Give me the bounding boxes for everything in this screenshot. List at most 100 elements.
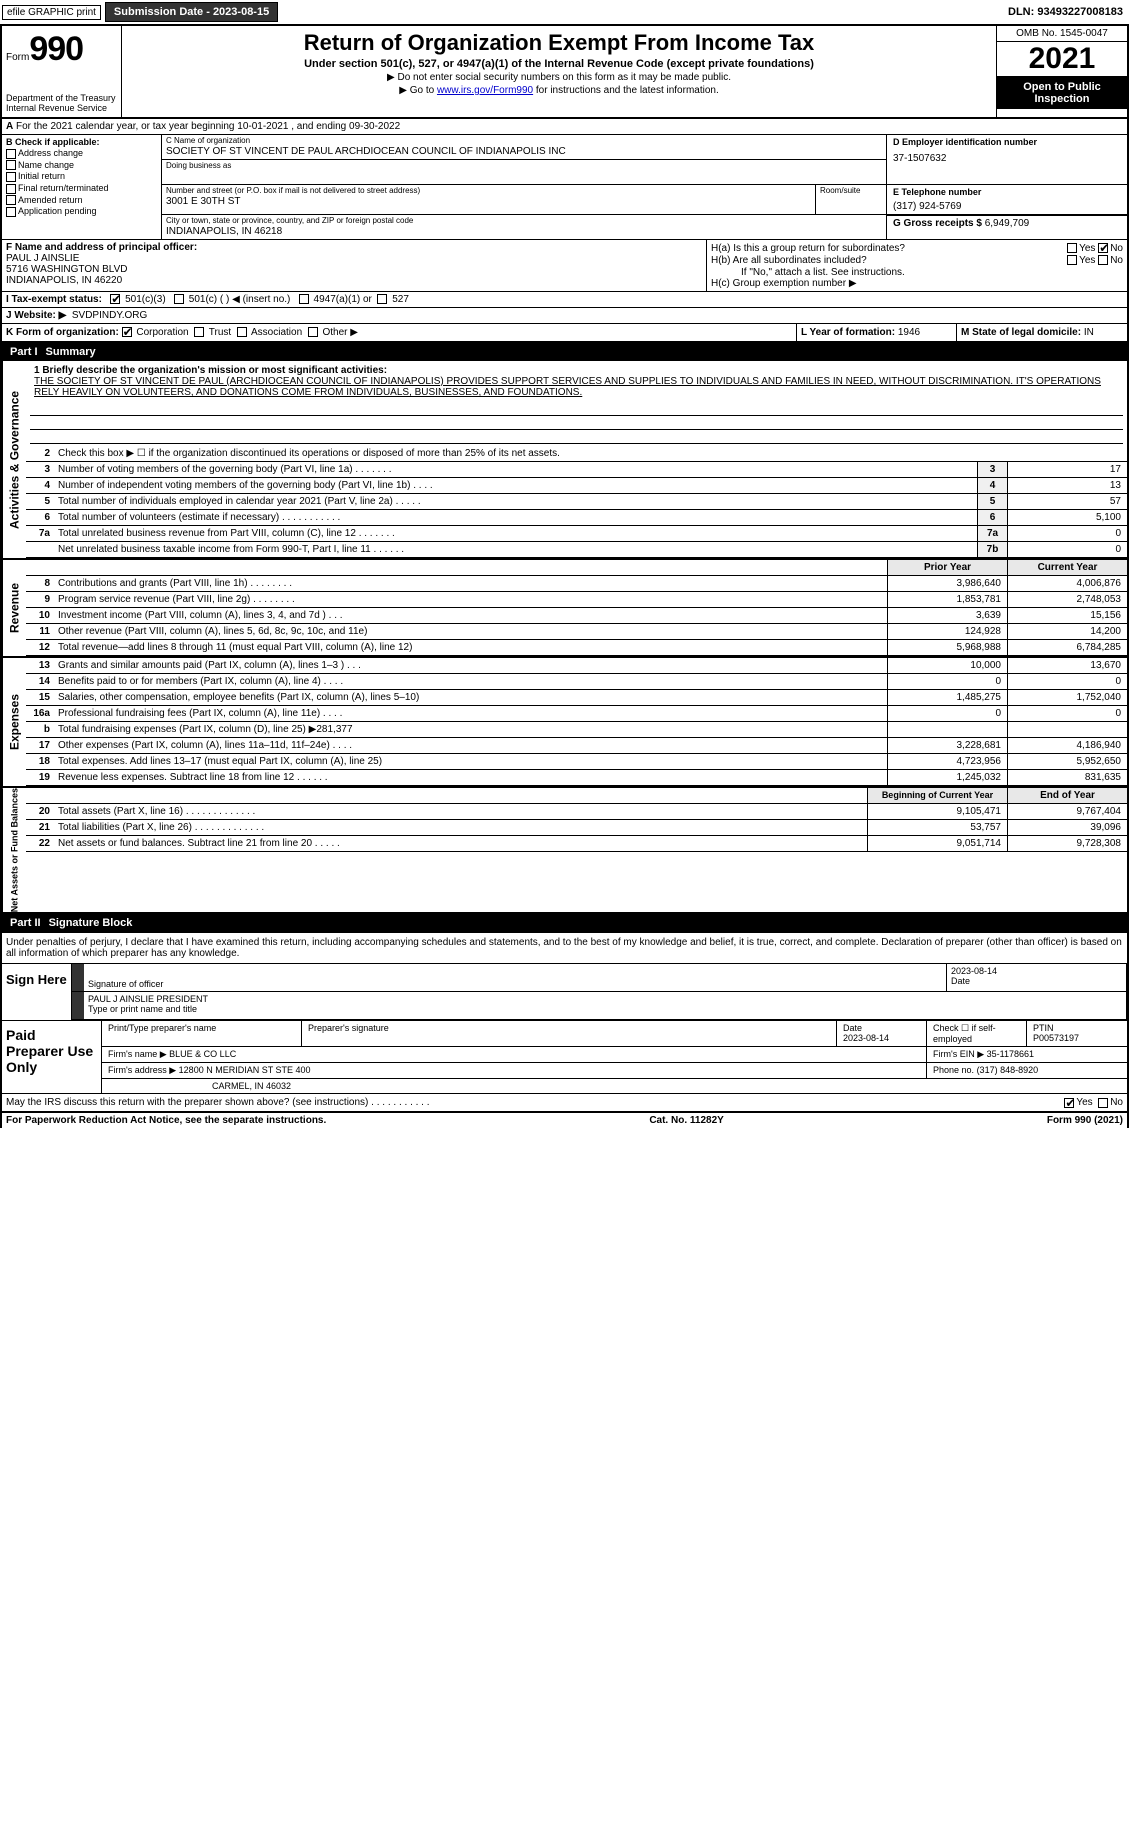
gross-receipts: 6,949,709 xyxy=(985,218,1030,229)
preparer-name-label: Print/Type preparer's name xyxy=(102,1021,302,1046)
section-bcd: B Check if applicable: Address change Na… xyxy=(0,135,1129,240)
line-7a: 7aTotal unrelated business revenue from … xyxy=(26,526,1127,542)
mission-text: THE SOCIETY OF ST VINCENT DE PAUL (ARCHD… xyxy=(34,376,1101,398)
e-label: E Telephone number xyxy=(893,187,1121,197)
arrow-icon xyxy=(72,992,84,1019)
firm-name: BLUE & CO LLC xyxy=(169,1049,236,1059)
line-b: bTotal fundraising expenses (Part IX, co… xyxy=(26,722,1127,738)
line-10: 10Investment income (Part VIII, column (… xyxy=(26,608,1127,624)
room-label: Room/suite xyxy=(816,185,886,196)
line-8: 8Contributions and grants (Part VIII, li… xyxy=(26,576,1127,592)
chk-amended[interactable]: Amended return xyxy=(6,195,157,206)
ruled-line xyxy=(30,432,1123,444)
link-prefix: ▶ Go to xyxy=(399,85,437,96)
line-22: 22Net assets or fund balances. Subtract … xyxy=(26,836,1127,852)
street-value: 3001 E 30TH ST xyxy=(162,196,815,209)
line-4: 4Number of independent voting members of… xyxy=(26,478,1127,494)
form-title: Return of Organization Exempt From Incom… xyxy=(126,30,992,56)
ptin-label: PTIN xyxy=(1033,1023,1054,1033)
line-14: 14Benefits paid to or for members (Part … xyxy=(26,674,1127,690)
form-header: Form990 Department of the Treasury Inter… xyxy=(0,24,1129,119)
line-11: 11Other revenue (Part VIII, column (A), … xyxy=(26,624,1127,640)
section-g: G Gross receipts $ 6,949,709 xyxy=(887,215,1127,239)
section-d: D Employer identification number 37-1507… xyxy=(887,135,1127,184)
begin-year-header: Beginning of Current Year xyxy=(867,788,1007,803)
firm-label: Firm's name ▶ xyxy=(108,1049,167,1059)
f-label: F Name and address of principal officer: xyxy=(6,242,197,253)
g-label: G Gross receipts $ xyxy=(893,218,982,229)
ruled-line xyxy=(30,418,1123,430)
sig-date-value: 2023-08-14 xyxy=(951,966,1122,976)
chk-name[interactable]: Name change xyxy=(6,160,157,171)
chk-pending[interactable]: Application pending xyxy=(6,206,157,217)
sidebar-governance: Activities & Governance xyxy=(2,361,26,558)
header-center: Return of Organization Exempt From Incom… xyxy=(122,26,997,117)
preparer-sig-label: Preparer's signature xyxy=(302,1021,837,1046)
section-a: A For the 2021 calendar year, or tax yea… xyxy=(0,119,1129,135)
section-fh: F Name and address of principal officer:… xyxy=(0,240,1129,292)
chk-address[interactable]: Address change xyxy=(6,148,157,159)
line-3: 3Number of voting members of the governi… xyxy=(26,462,1127,478)
tax-year: 2021 xyxy=(997,42,1127,77)
section-f: F Name and address of principal officer:… xyxy=(2,240,707,291)
end-year-header: End of Year xyxy=(1007,788,1127,803)
j-label: J Website: ▶ xyxy=(6,310,66,321)
discuss-label: May the IRS discuss this return with the… xyxy=(6,1097,1064,1108)
part1-label: Part I xyxy=(10,346,38,358)
ssn-note: ▶ Do not enter social security numbers o… xyxy=(126,72,992,83)
section-i: I Tax-exempt status: 501(c)(3) 501(c) ( … xyxy=(0,292,1129,308)
submission-date-button[interactable]: Submission Date - 2023-08-15 xyxy=(105,2,278,22)
line-13: 13Grants and similar amounts paid (Part … xyxy=(26,658,1127,674)
phone-value: (317) 924-5769 xyxy=(893,201,1121,212)
line-: Net unrelated business taxable income fr… xyxy=(26,542,1127,558)
firm-phone-label: Phone no. xyxy=(933,1065,974,1075)
ruled-line xyxy=(30,404,1123,416)
part2-label: Part II xyxy=(10,917,41,929)
form-prefix: Form xyxy=(6,52,29,63)
part1-header: Part I Summary xyxy=(0,343,1129,361)
line-5: 5Total number of individuals employed in… xyxy=(26,494,1127,510)
ein-value: 37-1507632 xyxy=(893,153,1121,164)
net-col-header: Beginning of Current Year End of Year xyxy=(26,788,1127,804)
footer-cat: Cat. No. 11282Y xyxy=(649,1115,723,1126)
section-c: C Name of organization SOCIETY OF ST VIN… xyxy=(162,135,1127,239)
firm-ein-label: Firm's EIN ▶ xyxy=(933,1049,984,1059)
discuss-row: May the IRS discuss this return with the… xyxy=(2,1093,1127,1111)
paid-preparer-block: Paid Preparer Use Only Print/Type prepar… xyxy=(2,1020,1127,1093)
firm-addr: 12800 N MERIDIAN ST STE 400 xyxy=(179,1065,311,1075)
governance-section: Activities & Governance 1 Briefly descri… xyxy=(0,361,1129,560)
self-employed-check: Check ☐ if self-employed xyxy=(927,1021,1027,1046)
section-e: E Telephone number (317) 924-5769 xyxy=(887,185,1127,214)
sig-intro: Under penalties of perjury, I declare th… xyxy=(2,933,1127,964)
part2-header: Part II Signature Block xyxy=(0,914,1129,932)
form-number-box: Form990 Department of the Treasury Inter… xyxy=(2,26,122,117)
dept-label: Department of the Treasury Internal Reve… xyxy=(6,93,117,113)
sidebar-netassets: Net Assets or Fund Balances xyxy=(2,788,26,912)
arrow-icon xyxy=(72,964,84,991)
sig-date-label: Date xyxy=(951,976,1122,986)
l-label: L Year of formation: xyxy=(801,327,895,338)
firm-phone: (317) 848-8920 xyxy=(977,1065,1039,1075)
sign-here-label: Sign Here xyxy=(2,964,72,1020)
chk-initial[interactable]: Initial return xyxy=(6,171,157,182)
ptin-value: P00573197 xyxy=(1033,1033,1079,1043)
form-number: 990 xyxy=(29,30,83,68)
instructions-link-row: ▶ Go to www.irs.gov/Form990 for instruct… xyxy=(126,85,992,96)
revenue-section: Revenue Prior Year Current Year 8Contrib… xyxy=(0,560,1129,658)
ha-label: H(a) Is this a group return for subordin… xyxy=(711,243,905,254)
section-m: M State of legal domicile: IN xyxy=(957,324,1127,341)
prep-date-label: Date xyxy=(843,1023,862,1033)
line-9: 9Program service revenue (Part VIII, lin… xyxy=(26,592,1127,608)
chk-final[interactable]: Final return/terminated xyxy=(6,183,157,194)
c-name-label: C Name of organization xyxy=(162,135,886,146)
link-suffix: for instructions and the latest informat… xyxy=(533,85,719,96)
b-label: B Check if applicable: xyxy=(6,137,157,147)
hc-label: H(c) Group exemption number ▶ xyxy=(711,278,1123,289)
top-bar: efile GRAPHIC print Submission Date - 20… xyxy=(0,0,1129,24)
line-20: 20Total assets (Part X, line 16) . . . .… xyxy=(26,804,1127,820)
m-label: M State of legal domicile: xyxy=(961,327,1081,338)
header-right: OMB No. 1545-0047 2021 Open to Public In… xyxy=(997,26,1127,117)
line-17: 17Other expenses (Part IX, column (A), l… xyxy=(26,738,1127,754)
irs-link[interactable]: www.irs.gov/Form990 xyxy=(437,85,533,96)
officer-name-title: PAUL J AINSLIE PRESIDENT xyxy=(88,994,1122,1004)
